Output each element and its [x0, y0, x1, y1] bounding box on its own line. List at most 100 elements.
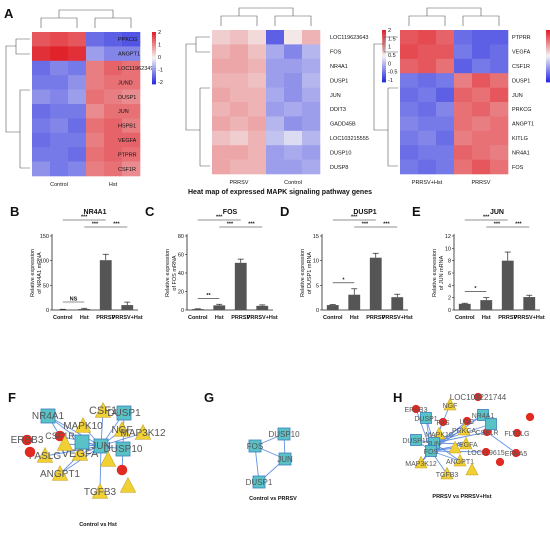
heatmap-cell: [490, 130, 509, 146]
heatmap-caption: Heat map of expressed MAPK signaling pat…: [188, 189, 372, 196]
network-node-label: VEGFA: [62, 448, 99, 460]
color-scale-step: [382, 80, 386, 83]
heatmap-row-label: JUN: [330, 93, 341, 99]
panel-label-f: F: [8, 390, 16, 405]
heatmap-cell: [472, 130, 491, 146]
network-node-circle: [116, 464, 128, 476]
color-scale-step: [546, 69, 550, 72]
x-tick-label: Hst: [350, 315, 359, 321]
heatmap-cell: [230, 30, 249, 45]
heatmap-row-label: JUND: [118, 80, 133, 86]
network-node-label: CSF1R: [476, 430, 499, 437]
heatmap-row-label: CSF1R: [512, 64, 530, 70]
heatmap-cell: [472, 159, 491, 175]
heatmap-row-label: NR4A1: [330, 64, 348, 70]
color-scale-step: [546, 40, 550, 43]
heatmap-cell: [284, 44, 303, 60]
network-node-circle: [462, 416, 472, 426]
network-node-triangle: [91, 482, 109, 499]
heatmap-cell: [104, 75, 123, 90]
heatmap-row-label: DUSP1: [512, 78, 530, 84]
color-scale-step: [152, 54, 156, 57]
heatmap-cell: [32, 89, 51, 105]
color-scale-tick: 1: [388, 45, 391, 51]
heatmap-cell: [400, 130, 419, 146]
heatmap-row-label: DUSP10: [330, 150, 351, 156]
color-scale-step: [152, 64, 156, 68]
bar: [99, 260, 112, 310]
heatmap-cell: [230, 87, 249, 103]
y-tick-label: 15: [313, 234, 319, 240]
network-edge: [486, 431, 517, 454]
heatmap-cell: [86, 147, 105, 162]
network-node-circle: [21, 434, 33, 446]
network-node-square: [425, 445, 437, 457]
significance-label: ***: [216, 215, 223, 221]
y-tick-label: 150: [40, 234, 49, 240]
color-scale-step: [382, 30, 386, 33]
heatmap-cell: [418, 102, 437, 117]
network-node-label: NR4A1: [472, 413, 495, 420]
heatmap-cell: [122, 89, 141, 105]
network-node-label: MAP3K12: [120, 428, 165, 439]
heatmap-cell: [86, 60, 105, 76]
heatmap-cell: [418, 116, 437, 132]
color-scale-step: [546, 50, 550, 53]
panel-label-d: D: [280, 204, 289, 219]
color-scale-tick: 0: [158, 55, 161, 61]
heatmap-row-label: JUN: [512, 93, 523, 99]
heatmap-cell: [104, 118, 123, 134]
significance-label: ***: [92, 222, 99, 228]
heatmap-cell: [68, 89, 87, 105]
color-scale-step: [382, 59, 386, 62]
color-scale-step: [546, 59, 550, 62]
color-scale-step: [546, 62, 550, 66]
heatmap-2: LOC119623643 FOS NR4A1 DUSP1 JUN DDIT3 GADD45B…: [185, 7, 397, 186]
network-node-label: JUN: [91, 441, 110, 452]
color-scale-step: [546, 56, 550, 59]
heatmap-group-label: Hst: [109, 182, 118, 188]
chart-title: DUSP1: [353, 209, 376, 216]
color-scale-step: [382, 73, 386, 76]
color-scale-step: [152, 66, 156, 69]
chart-title: FOS: [223, 209, 238, 216]
heatmap-cell: [284, 159, 303, 175]
heatmap-group-label: PRRSV: [472, 180, 491, 186]
heatmap-cell: [436, 102, 455, 117]
heatmap-cell: [454, 145, 473, 160]
heatmap-cell: [122, 118, 141, 134]
y-axis-label: Relative expressionof JUN mRNA: [432, 249, 445, 297]
color-scale-tick: -1: [388, 78, 393, 84]
heatmap-cell: [50, 32, 69, 47]
heatmap-cell: [68, 147, 87, 162]
network-node-label: VEGFA: [454, 442, 478, 449]
heatmap-cell: [436, 30, 455, 45]
network-node-label: ERBB3: [11, 435, 44, 446]
column-dendrogram: [40, 9, 132, 28]
heatmap-cell: [230, 159, 249, 175]
significance-label: **: [206, 293, 211, 299]
network-node-square: [277, 427, 291, 441]
color-scale-step: [152, 47, 156, 50]
heatmap-row-label: DUSP1: [330, 78, 348, 84]
heatmap-cell: [472, 73, 491, 88]
network-node-label: NGF: [443, 403, 458, 410]
network-node-label: NGF: [111, 425, 132, 436]
color-scale-step: [382, 33, 386, 36]
color-scale-step: [546, 54, 550, 57]
color-scale-step: [546, 61, 550, 64]
network-caption: Control vs PRRSV: [249, 496, 297, 502]
heatmap-cell: [68, 161, 87, 177]
heatmap-cell: [284, 73, 303, 88]
color-scale-step: [546, 45, 550, 48]
heatmap-cell: [284, 102, 303, 117]
panel-label-a: A: [4, 6, 14, 21]
color-scale-step: [152, 75, 156, 78]
network-caption: Control vs Hst: [79, 522, 117, 528]
heatmap-cell: [472, 116, 491, 132]
color-scale-tick: -1: [158, 68, 163, 74]
y-tick-label: 0: [181, 308, 184, 314]
heatmap-panel: PPKCG ANGPT1 LOC119623494 JUND DUSP1 JUN HSPB1…: [5, 7, 550, 188]
network-node-circle: [495, 457, 505, 467]
heatmap-cell: [122, 75, 141, 90]
